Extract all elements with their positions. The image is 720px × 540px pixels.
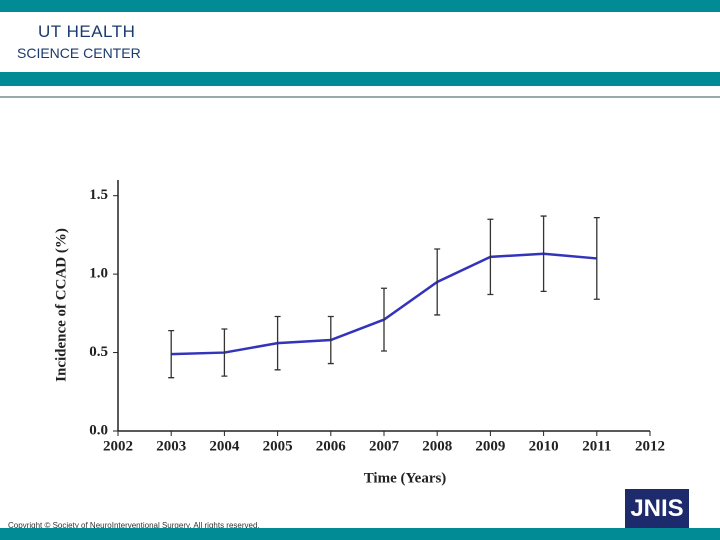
x-tick-label: 2009: [475, 438, 505, 454]
x-tick-label: 2005: [263, 438, 293, 454]
x-tick-label: 2004: [209, 438, 240, 454]
x-tick-label: 2006: [316, 438, 347, 454]
y-tick-label: 1.0: [89, 266, 108, 282]
bottom-bar: [0, 528, 720, 540]
x-tick-label: 2012: [635, 438, 665, 454]
x-tick-label: 2011: [582, 438, 611, 454]
x-tick-label: 2003: [156, 438, 186, 454]
x-tick-label: 2002: [103, 438, 133, 454]
y-axis-label: Incidence of CCAD (%): [53, 228, 69, 382]
journal-logo: JNIS: [625, 489, 689, 529]
x-tick-label: 2008: [422, 438, 452, 454]
y-tick-label: 0.5: [89, 344, 108, 360]
x-tick-label: 2010: [529, 438, 559, 454]
y-tick-label: 0.0: [89, 422, 108, 438]
x-axis-label: Time (Years): [364, 470, 447, 486]
y-tick-label: 1.5: [89, 187, 108, 203]
x-tick-label: 2007: [369, 438, 400, 454]
